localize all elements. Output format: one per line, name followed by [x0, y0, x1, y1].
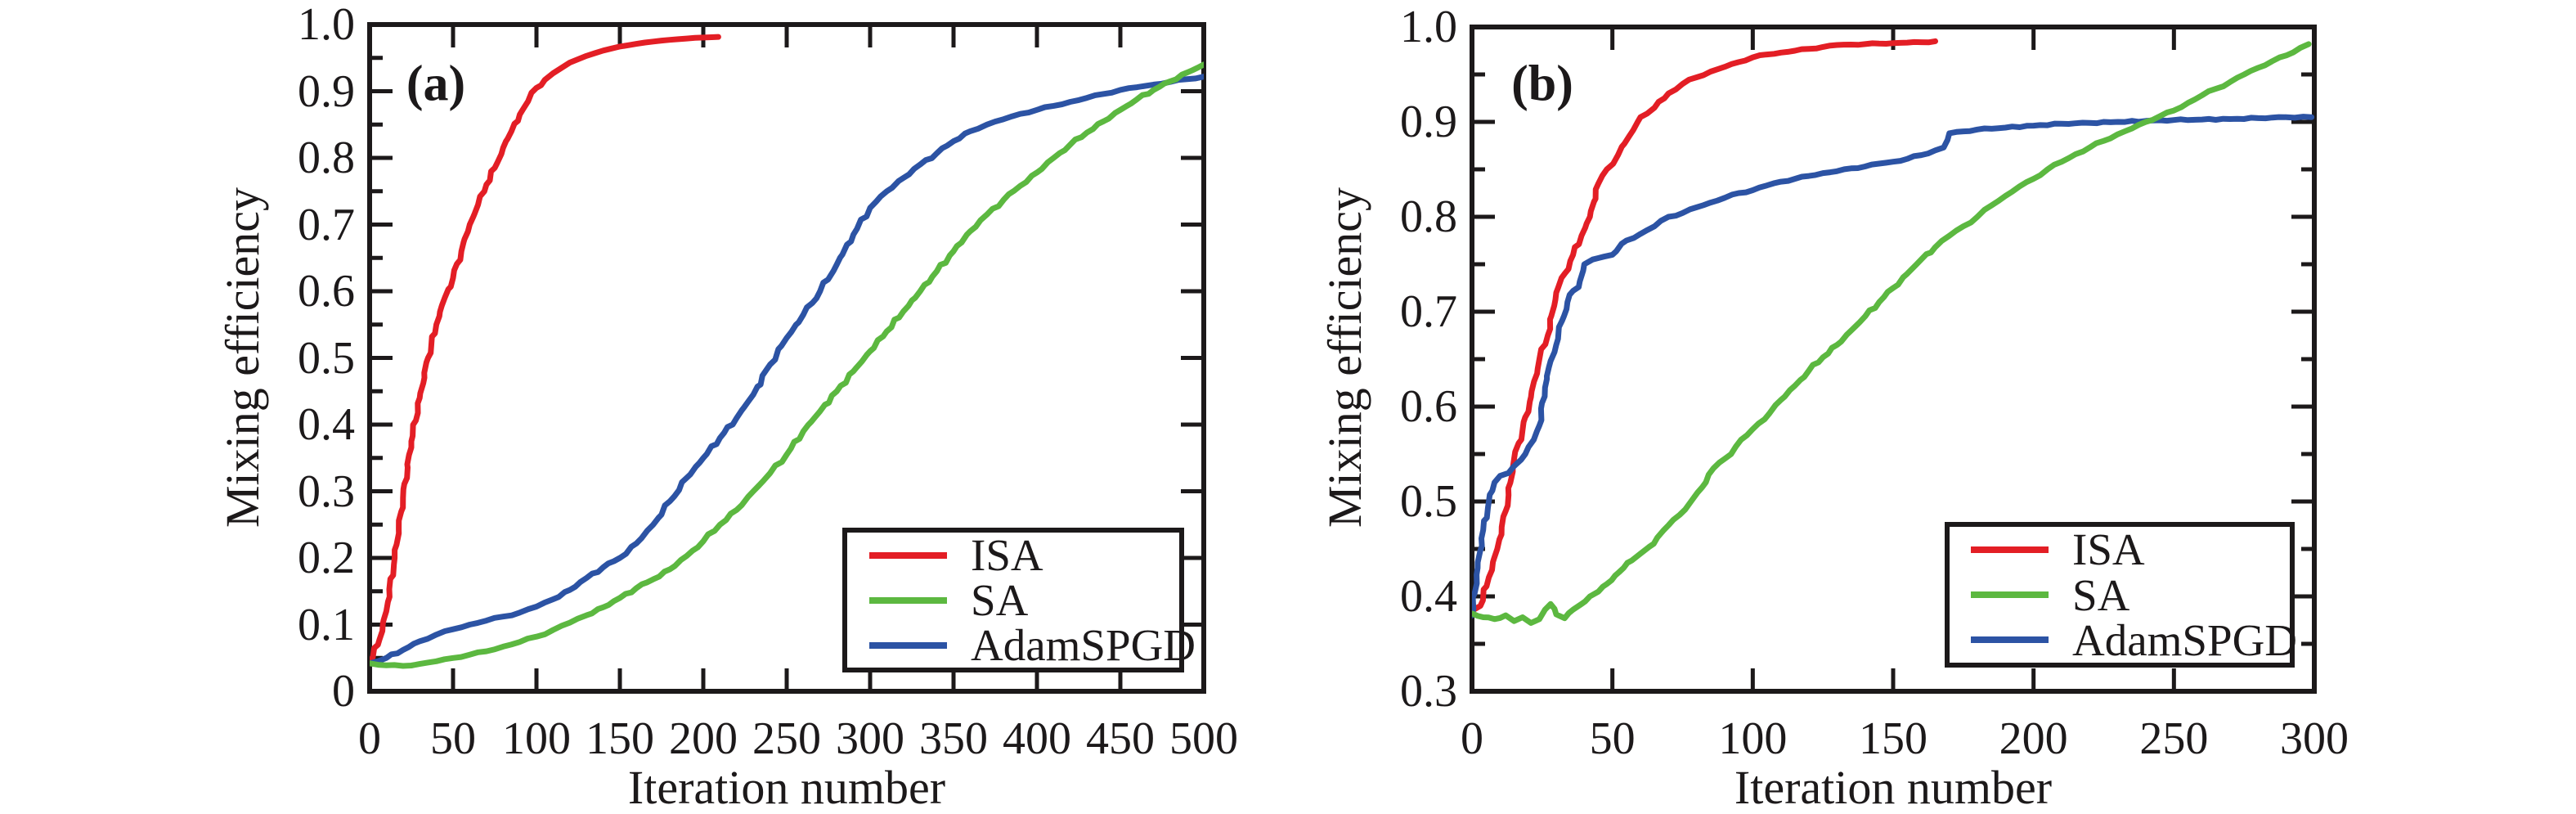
legend-item-sa: SA [1950, 573, 2290, 618]
y-tick-label: 0.7 [298, 199, 355, 250]
series-line-ISA [1472, 38, 1938, 614]
series-line-SA [1472, 41, 2312, 626]
series-line-ISA [370, 34, 721, 664]
x-tick-label: 450 [1086, 713, 1155, 764]
series-line-AdamSPGD [1472, 114, 2314, 618]
y-tick-label: 0.1 [298, 599, 355, 650]
isa-line-swatch [1971, 546, 2049, 553]
x-tick-label: 200 [669, 713, 738, 764]
x-tick-label: 50 [430, 713, 476, 764]
x-tick-label: 100 [502, 713, 571, 764]
x-tick-label: 0 [1461, 713, 1483, 764]
series-line-AdamSPGD [370, 74, 1204, 667]
legend-item-adamspgd: AdamSPGD [847, 623, 1196, 668]
y-tick-label: 0.9 [1400, 97, 1457, 147]
legend-panel-b: ISA SA AdamSPGD [1945, 522, 2297, 668]
isa-line-swatch [869, 551, 947, 559]
x-tick-label: 0 [358, 713, 381, 764]
y-tick-label: 0.6 [298, 266, 355, 317]
x-tick-label: 150 [586, 713, 654, 764]
series-line-SA [370, 61, 1204, 669]
x-tick-label: 350 [919, 713, 988, 764]
legend-label-adamspgd: AdamSPGD [971, 620, 1196, 670]
legend-panel-a: ISA SA AdamSPGD [842, 528, 1196, 672]
y-tick-label: 0.6 [1400, 381, 1457, 432]
y-tick-label: 0.5 [298, 332, 355, 384]
y-tick-label: 0.9 [298, 65, 355, 117]
axes-box [1470, 25, 2317, 694]
legend-label-isa: ISA [971, 530, 1043, 580]
x-tick-label: 300 [2280, 713, 2349, 764]
y-tick-label: 1.0 [1400, 2, 1457, 52]
x-tick-label: 500 [1169, 713, 1238, 764]
legend-item-sa: SA [847, 578, 1179, 623]
x-tick-label: 50 [1589, 713, 1636, 764]
panel-b-xlabel: Iteration number [1734, 761, 2053, 814]
sa-line-swatch [1971, 591, 2049, 598]
y-tick-label: 0.3 [298, 465, 355, 517]
adamspgd-line-swatch [869, 641, 947, 649]
chart-b [1470, 25, 2317, 694]
x-tick-label: 150 [1859, 713, 1928, 764]
x-tick-label: 200 [1999, 713, 2068, 764]
y-tick-label: 0.2 [298, 533, 355, 583]
y-tick-label: 0.7 [1400, 286, 1457, 337]
y-tick-label: 0.4 [298, 399, 355, 450]
panel-a-xlabel: Iteration number [627, 761, 946, 814]
legend-item-isa: ISA [847, 533, 1179, 578]
adamspgd-line-swatch [1971, 636, 2049, 644]
legend-item-adamspgd: AdamSPGD [1950, 618, 2297, 663]
x-tick-label: 300 [836, 713, 904, 764]
x-tick-label: 100 [1718, 713, 1788, 764]
x-tick-label: 250 [752, 713, 821, 764]
x-tick-label: 250 [2139, 713, 2209, 764]
legend-label-sa: SA [971, 575, 1029, 625]
y-tick-label: 1.0 [298, 0, 355, 50]
axes-box [367, 22, 1206, 694]
y-tick-label: 0.3 [1400, 666, 1457, 717]
y-tick-label: 0.8 [1400, 191, 1457, 242]
legend-item-isa: ISA [1950, 527, 2290, 572]
x-tick-label: 400 [1003, 713, 1071, 764]
legend-label-adamspgd: AdamSPGD [2072, 614, 2298, 665]
legend-label-isa: ISA [2072, 524, 2145, 575]
y-tick-label: 0 [332, 666, 355, 717]
y-tick-label: 0.5 [1400, 476, 1457, 527]
y-tick-label: 0.8 [298, 133, 355, 183]
panel-a-tag: (a) [406, 56, 466, 112]
chart-a [367, 22, 1206, 694]
y-tick-label: 0.4 [1400, 571, 1457, 622]
panel-b-tag: (b) [1511, 56, 1573, 112]
legend-label-sa: SA [2072, 569, 2130, 620]
sa-line-swatch [869, 596, 947, 604]
